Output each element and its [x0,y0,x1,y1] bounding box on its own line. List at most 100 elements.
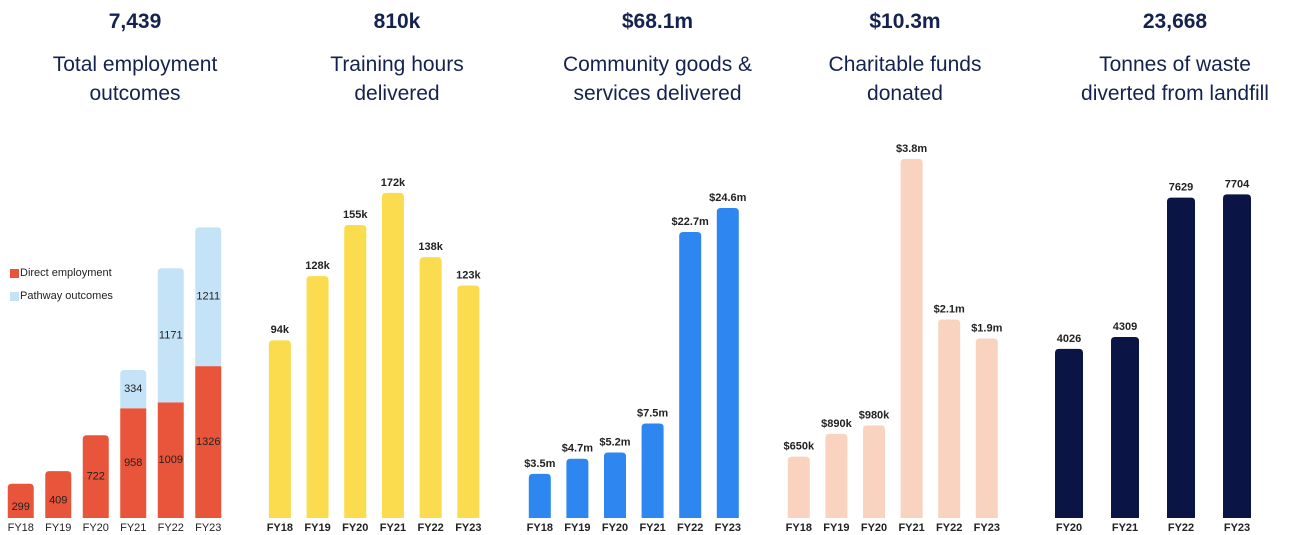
data-label: 334 [124,383,142,395]
bar-segment [45,471,72,518]
data-label: $4.7m [562,443,593,455]
chart-title: Total employment outcomes [52,53,218,105]
bar-segment [120,408,147,518]
chart-header: 810k Training hours delivered [262,8,532,108]
data-label: 172k [381,177,406,189]
data-label: 299 [12,501,30,513]
chart-header: 7,439 Total employment outcomes [0,8,270,108]
x-tick-label: FY21 [120,522,146,534]
data-label: $2.1m [934,303,965,315]
bar [306,276,329,518]
data-label: 7629 [1169,181,1193,193]
bar-segment [195,227,222,367]
x-tick-label: FY20 [602,522,628,534]
bar [566,458,589,518]
data-label: 4026 [1057,333,1081,345]
legend-swatch [10,292,19,301]
bar-segment [157,402,184,518]
bar-segment [7,483,34,518]
legend-swatch [10,269,19,278]
data-label: $5.2m [599,436,630,448]
bar [825,433,848,518]
x-tick-label: FY23 [974,522,1000,534]
x-tick-label: FY22 [1168,522,1194,534]
data-label: 958 [124,457,142,469]
x-tick-label: FY19 [45,522,71,534]
x-tick-label: FY19 [304,522,330,534]
chart-header: $68.1m Community goods & services deliver… [520,8,795,108]
x-tick-label: FY20 [342,522,368,534]
bar [1055,348,1083,518]
data-label: 138k [418,241,443,253]
x-tick-label: FY19 [564,522,590,534]
legend-label: Direct employment [20,267,112,279]
bar [716,208,739,519]
bar [419,257,442,518]
headline: 810k [373,10,421,33]
x-tick-label: FY23 [195,522,221,534]
data-label: 1326 [196,436,220,448]
bar [1167,197,1195,518]
x-tick-label: FY22 [936,522,962,534]
data-label: 1211 [196,291,220,303]
x-tick-label: FY23 [455,522,481,534]
bar [938,319,961,518]
data-label: 4309 [1113,321,1137,333]
chart-header: $10.3m Charitable funds donated [775,8,1035,108]
data-label: 155k [343,209,368,221]
bar [268,340,291,518]
bar-segment [120,370,147,409]
chart-header: 23,668 Tonnes of waste diverted from land… [1045,8,1290,108]
x-tick-label: FY18 [8,522,34,534]
bar [679,231,702,519]
chart-title: Charitable funds donated [828,53,982,105]
data-label: $7.5m [637,407,668,419]
bar [787,456,810,518]
headline: $10.3m [869,10,941,33]
data-label: 123k [456,269,481,281]
bar [381,192,404,519]
chart-title: Community goods & services delivered [562,53,753,105]
chart-title: Training hours delivered [330,53,464,105]
x-tick-label: FY20 [1056,522,1082,534]
bar [641,423,664,518]
chart-title: Tonnes of waste diverted from landfill [1081,53,1269,105]
bar-segment [82,435,109,518]
x-tick-label: FY23 [715,522,741,534]
data-label: 1171 [159,329,183,341]
data-label: 7704 [1225,178,1250,190]
x-tick-label: FY22 [418,522,444,534]
data-label: $3.5m [524,458,555,470]
data-label: 94k [271,324,290,336]
bar [863,425,885,518]
data-label: $980k [859,409,890,421]
data-label: 128k [305,260,330,272]
data-label: $1.9m [971,322,1002,334]
data-label: $3.8m [896,143,927,155]
x-tick-label: FY19 [823,522,849,534]
bar [528,473,551,518]
headline: 7,439 [108,10,162,33]
data-label: $650k [784,440,815,452]
bar-segment [195,366,222,518]
bar [344,225,367,519]
headline: 23,668 [1142,10,1208,33]
bar [900,158,923,518]
headline: $68.1m [621,10,694,33]
data-label: 409 [49,494,67,506]
x-tick-label: FY20 [861,522,887,534]
bar [1223,194,1251,518]
x-tick-label: FY21 [639,522,665,534]
x-tick-label: FY18 [267,522,293,534]
legend-label: Pathway outcomes [20,290,113,302]
bar [1111,337,1139,518]
bar-segment [157,268,184,403]
bar [457,285,480,518]
x-tick-label: FY21 [380,522,406,534]
data-label: 1009 [159,454,183,466]
x-tick-label: FY18 [786,522,812,534]
x-tick-label: FY22 [158,522,184,534]
data-label: $890k [821,418,852,430]
